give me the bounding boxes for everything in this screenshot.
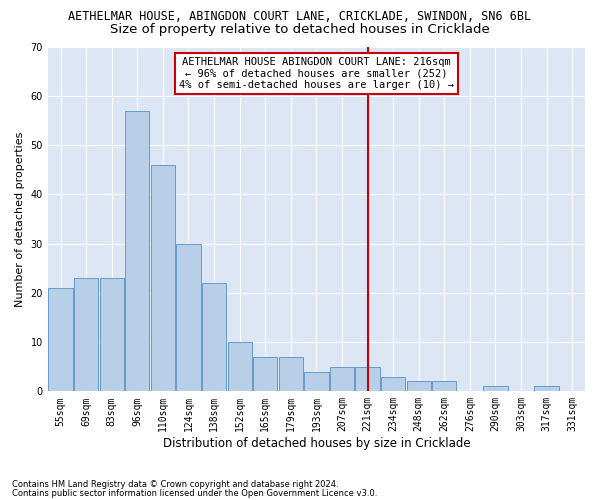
Bar — [407, 382, 431, 392]
Bar — [227, 342, 252, 392]
Bar — [151, 164, 175, 392]
Text: AETHELMAR HOUSE, ABINGDON COURT LANE, CRICKLADE, SWINDON, SN6 6BL: AETHELMAR HOUSE, ABINGDON COURT LANE, CR… — [68, 10, 532, 23]
Bar — [49, 288, 73, 392]
Bar — [381, 376, 405, 392]
Text: Contains public sector information licensed under the Open Government Licence v3: Contains public sector information licen… — [12, 488, 377, 498]
Bar — [304, 372, 329, 392]
Bar — [176, 244, 200, 392]
Text: AETHELMAR HOUSE ABINGDON COURT LANE: 216sqm
← 96% of detached houses are smaller: AETHELMAR HOUSE ABINGDON COURT LANE: 216… — [179, 57, 454, 90]
X-axis label: Distribution of detached houses by size in Cricklade: Distribution of detached houses by size … — [163, 437, 470, 450]
Bar — [125, 110, 149, 392]
Bar — [330, 366, 354, 392]
Text: Size of property relative to detached houses in Cricklade: Size of property relative to detached ho… — [110, 22, 490, 36]
Bar — [100, 278, 124, 392]
Y-axis label: Number of detached properties: Number of detached properties — [15, 131, 25, 306]
Bar — [535, 386, 559, 392]
Bar — [253, 357, 277, 392]
Bar — [202, 283, 226, 392]
Bar — [432, 382, 457, 392]
Bar — [355, 366, 380, 392]
Text: Contains HM Land Registry data © Crown copyright and database right 2024.: Contains HM Land Registry data © Crown c… — [12, 480, 338, 489]
Bar — [278, 357, 303, 392]
Bar — [484, 386, 508, 392]
Bar — [74, 278, 98, 392]
